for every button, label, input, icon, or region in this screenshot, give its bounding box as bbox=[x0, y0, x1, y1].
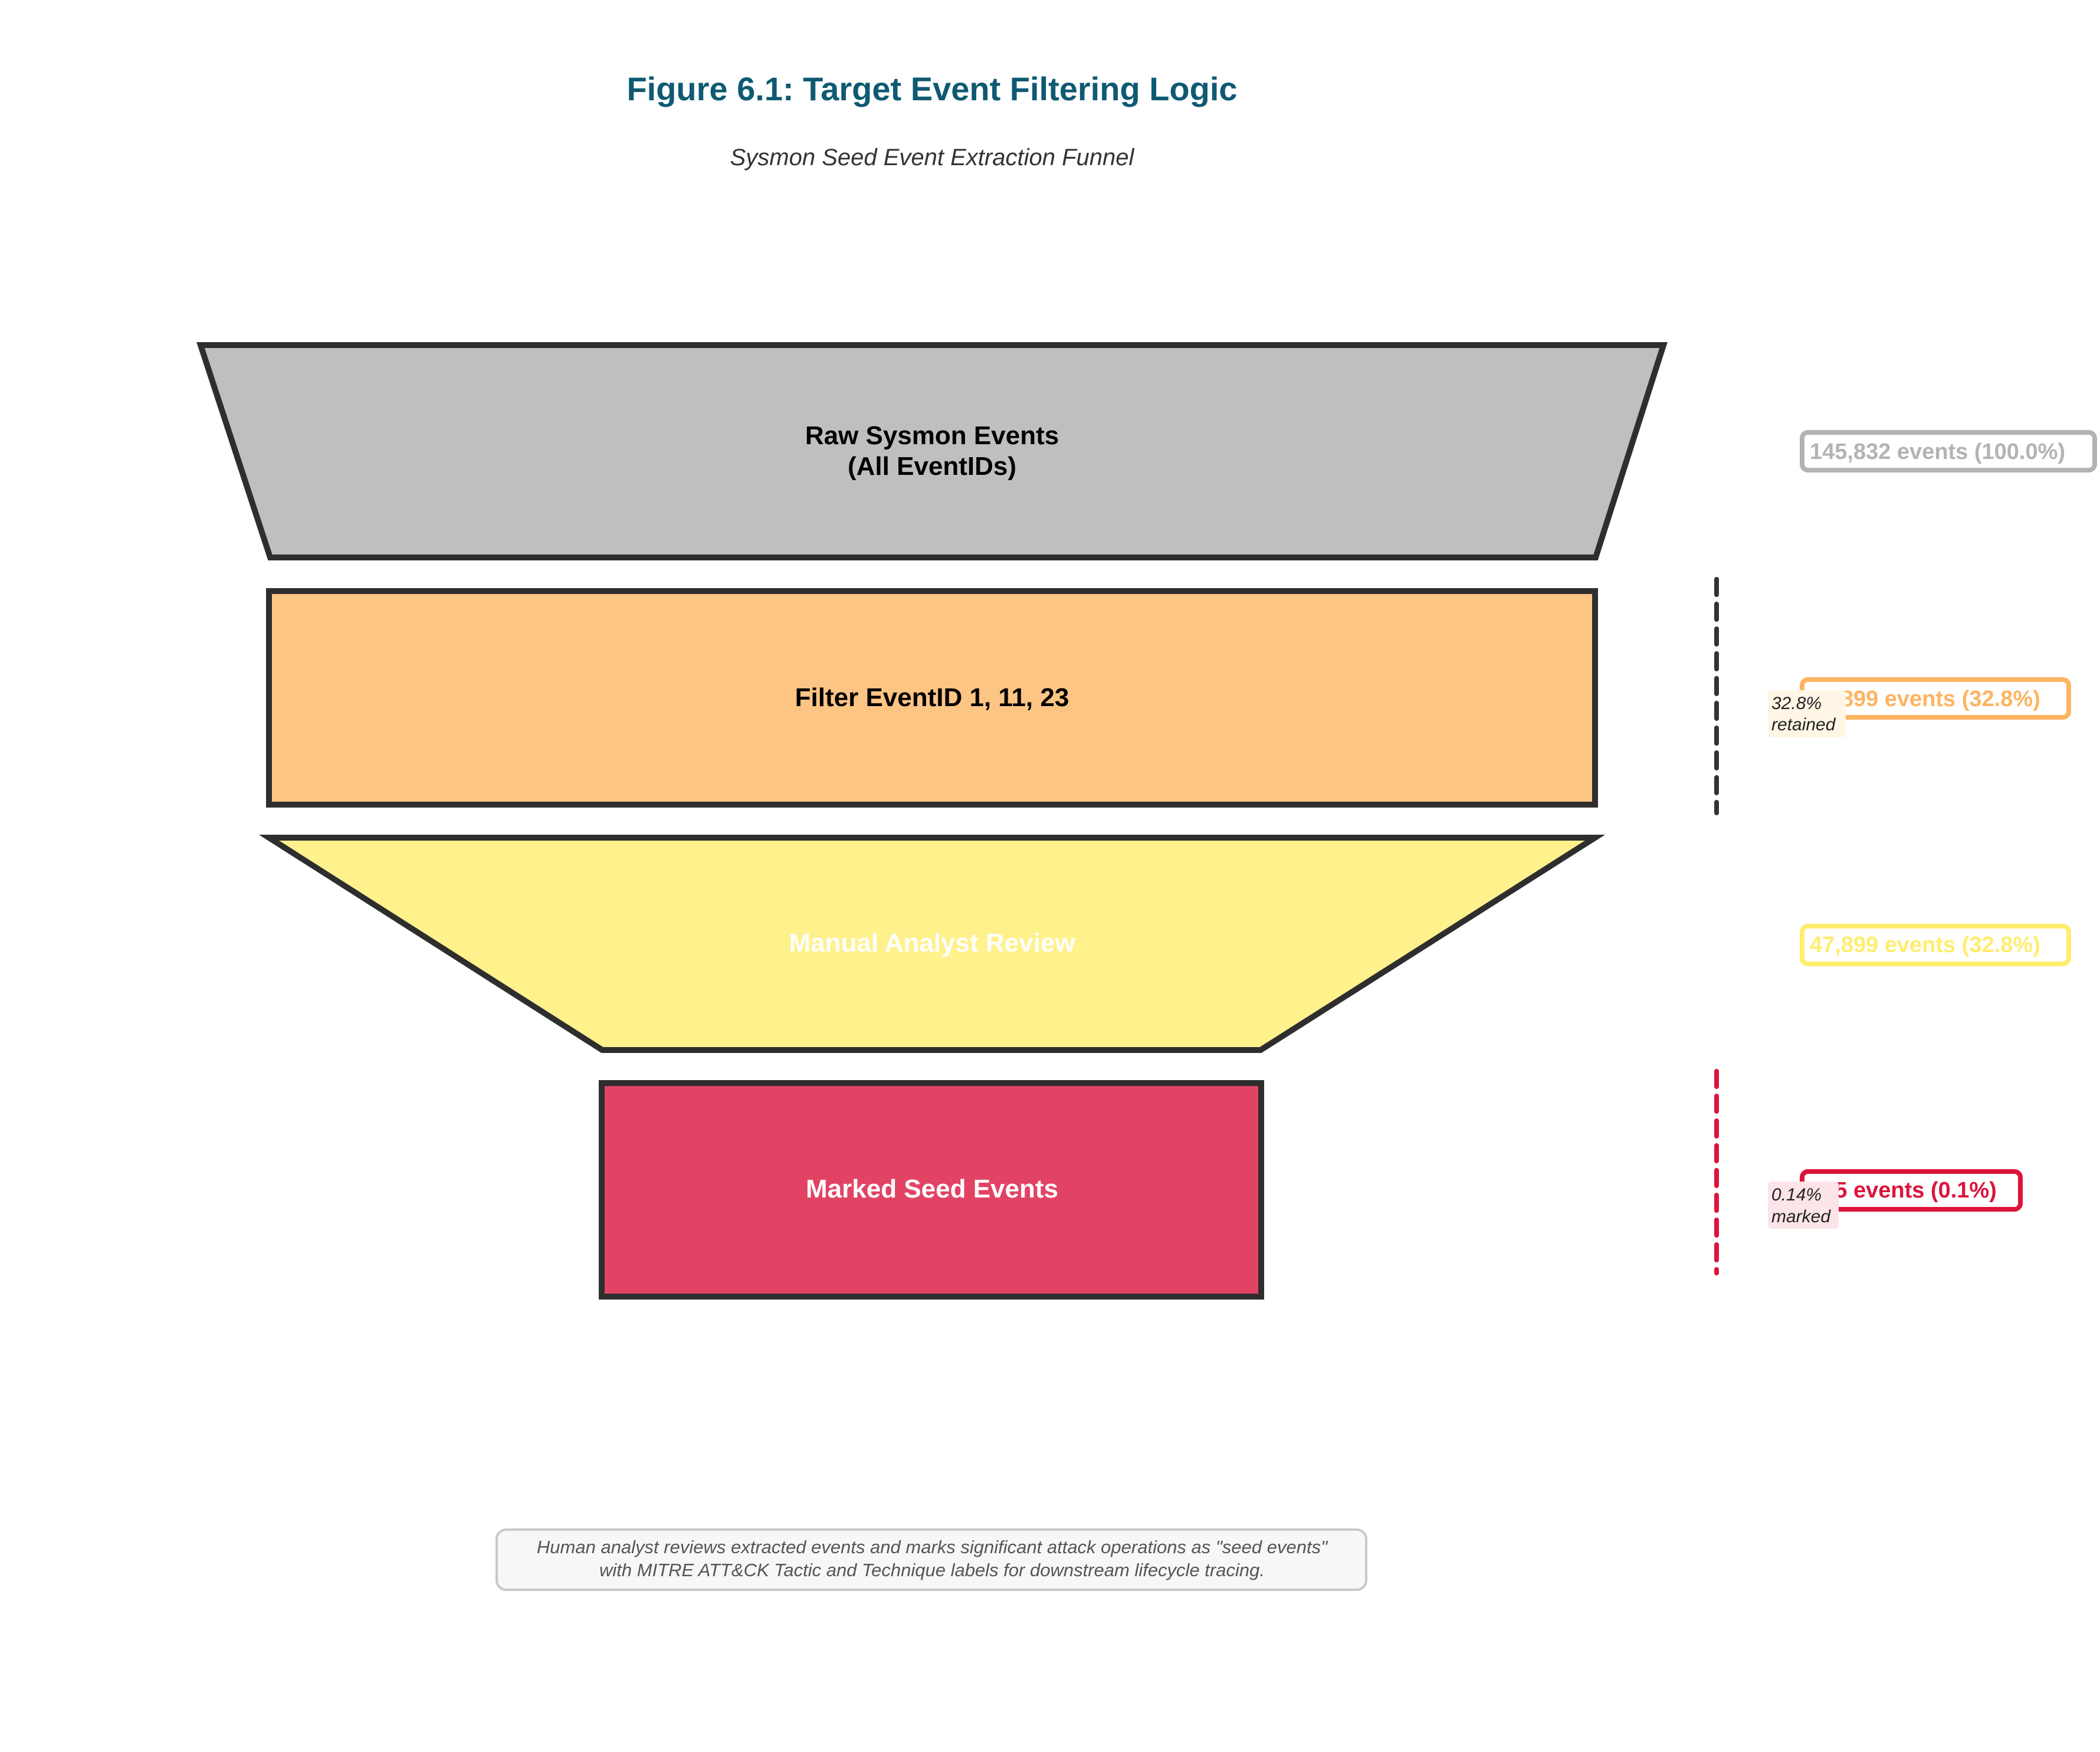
stage-seed-shape bbox=[599, 1080, 1264, 1300]
stage-review-label: Manual Analyst Review bbox=[789, 929, 1076, 957]
marked-label-bg bbox=[1768, 1182, 1839, 1229]
stage-filter-shape bbox=[266, 588, 1598, 808]
stage-review: Manual Analyst Review 47,899 events (32.… bbox=[258, 835, 2071, 1053]
figure-subtitle: Sysmon Seed Event Extraction Funnel bbox=[730, 145, 1135, 170]
stage-seed-count: 205 events (0.1%) bbox=[1810, 1178, 1997, 1203]
stage-filter: Filter EventID 1, 11, 23 47,899 events (… bbox=[266, 588, 2071, 808]
retention-pct: 32.8% bbox=[1771, 694, 1822, 713]
marked-pct: 0.14% bbox=[1771, 1185, 1822, 1205]
retention-word: retained bbox=[1771, 715, 1836, 734]
figure-title: Figure 6.1: Target Event Filtering Logic bbox=[626, 70, 1237, 107]
stage-raw-count-box bbox=[1800, 430, 2097, 473]
stage-filter-label: Filter EventID 1, 11, 23 bbox=[795, 683, 1069, 712]
stage-raw-label-line2: (All EventIDs) bbox=[848, 452, 1016, 481]
stage-seed: Marked Seed Events 205 events (0.1%) bbox=[599, 1080, 2023, 1300]
retention-annotation: 32.8% retained bbox=[1714, 577, 1846, 815]
stage-review-count-box bbox=[1800, 924, 2071, 966]
retention-label-bg bbox=[1768, 690, 1846, 737]
stage-review-count: 47,899 events (32.8%) bbox=[1810, 933, 2040, 957]
footnote-box bbox=[496, 1528, 1367, 1591]
stage-raw: Raw Sysmon Events (All EventIDs) 145,832… bbox=[196, 342, 2097, 560]
stage-raw-shape bbox=[196, 342, 1668, 560]
stage-filter-count: 47,899 events (32.8%) bbox=[1810, 687, 2040, 711]
marked-annotation: 0.14% marked bbox=[1714, 1069, 1839, 1275]
stage-review-shape bbox=[258, 835, 1606, 1053]
stage-raw-count: 145,832 events (100.0%) bbox=[1810, 439, 2065, 464]
footnote-line2: with MITRE ATT&CK Tactic and Technique l… bbox=[599, 1560, 1265, 1580]
footnote-line1: Human analyst reviews extracted events a… bbox=[537, 1537, 1328, 1557]
stage-seed-label: Marked Seed Events bbox=[806, 1174, 1058, 1203]
footnote: Human analyst reviews extracted events a… bbox=[496, 1528, 1367, 1591]
stage-raw-label-line1: Raw Sysmon Events bbox=[805, 421, 1059, 450]
marked-word: marked bbox=[1771, 1207, 1831, 1226]
